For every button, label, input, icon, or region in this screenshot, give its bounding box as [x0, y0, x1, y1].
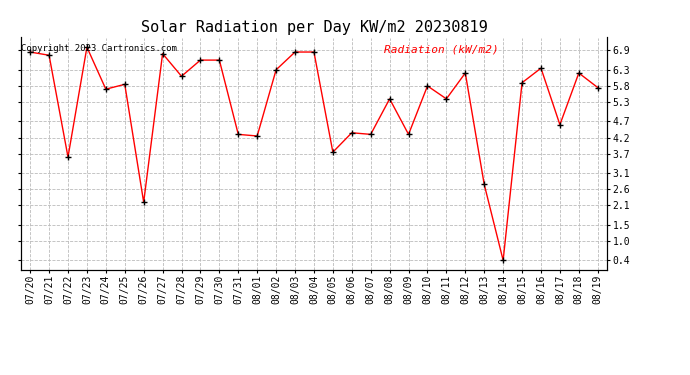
Title: Solar Radiation per Day KW/m2 20230819: Solar Radiation per Day KW/m2 20230819: [141, 20, 487, 35]
Text: Copyright 2023 Cartronics.com: Copyright 2023 Cartronics.com: [21, 45, 177, 54]
Text: Radiation (kW/m2): Radiation (kW/m2): [384, 45, 499, 54]
